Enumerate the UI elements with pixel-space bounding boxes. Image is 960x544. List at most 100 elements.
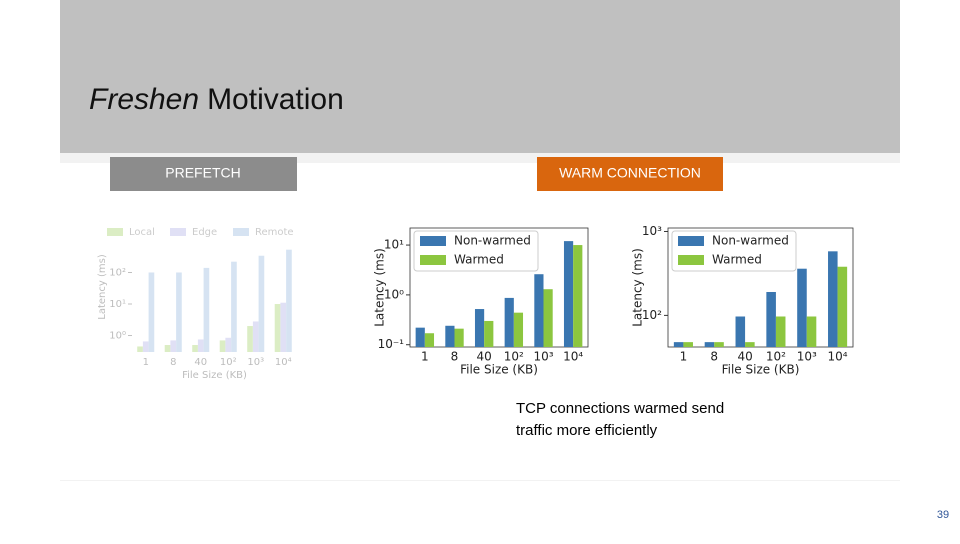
- legend-label: Local: [129, 227, 155, 238]
- chart: 10⁻¹ 10⁰ 10¹ 1 8 40 10² 10³ 10⁴ File Size (KB) Lat…: [373, 227, 589, 377]
- title-italic: Freshen: [89, 83, 199, 116]
- bar: [164, 345, 171, 352]
- label-box: [110, 157, 297, 191]
- bar: [197, 339, 204, 352]
- bar: [137, 346, 143, 352]
- legend-swatch: [420, 236, 446, 246]
- x-tick-label: 8: [170, 357, 176, 368]
- legend-label: Warmed: [712, 253, 762, 267]
- bar: [673, 342, 684, 347]
- legend-swatch: [233, 228, 249, 236]
- x-tick-label: 1: [421, 350, 429, 364]
- bar: [775, 316, 786, 347]
- bar: [247, 326, 253, 352]
- x-tick-label: 1: [143, 357, 149, 368]
- x-tick-label: 1: [680, 350, 688, 364]
- bar: [828, 251, 838, 347]
- bar: [563, 241, 574, 347]
- bar: [192, 345, 198, 352]
- legend-label: Edge: [192, 227, 217, 238]
- bar: [454, 328, 464, 347]
- legend-swatch: [107, 228, 123, 236]
- x-tick-label: 10³: [247, 357, 264, 368]
- bar: [280, 302, 287, 352]
- caption: traffic more efficiently: [516, 422, 658, 439]
- legend-swatch: [678, 255, 704, 265]
- bar: [704, 342, 715, 347]
- x-axis-label: File Size (KB): [460, 363, 538, 377]
- bar: [148, 272, 155, 352]
- bar: [534, 274, 544, 347]
- x-tick-label: 10⁴: [828, 350, 848, 364]
- y-axis-label: Latency (ms): [373, 248, 387, 327]
- x-axis-label: File Size (KB): [722, 363, 800, 377]
- y-tick-label: 10¹: [109, 299, 126, 310]
- plot-frame: [409, 227, 589, 348]
- y-tick-label: 10³: [642, 224, 662, 238]
- x-tick-label: 40: [737, 350, 752, 364]
- x-tick-label: 10⁴: [563, 350, 583, 364]
- slide-title: Freshen Motivation: [89, 83, 344, 116]
- bar: [203, 267, 210, 352]
- bar: [219, 340, 226, 352]
- legend-label: Warmed: [454, 253, 504, 267]
- y-axis-label: Latency (ms): [97, 254, 108, 320]
- y-tick-label: 10⁰: [109, 331, 126, 342]
- x-tick-label: 10³: [533, 350, 553, 364]
- legend-label: Non-warmed: [454, 234, 531, 248]
- bar: [142, 341, 149, 352]
- legend-swatch: [170, 228, 186, 236]
- x-tick-label: 8: [451, 350, 459, 364]
- x-tick-label: 40: [477, 350, 492, 364]
- caption: TCP connections warmed send: [516, 400, 724, 417]
- bar: [735, 316, 746, 347]
- chart: 10² 10³ 1 8 40 10² 10³ 10⁴ File Size (KB) Latency…: [631, 224, 854, 377]
- bar: [745, 342, 755, 347]
- bar: [484, 320, 494, 347]
- bar: [258, 255, 265, 352]
- x-tick-label: 10⁴: [275, 357, 292, 368]
- bar: [837, 266, 848, 347]
- title-rest: Motivation: [207, 83, 344, 116]
- bar: [274, 304, 281, 352]
- bar: [445, 325, 455, 347]
- section-label: PREFETCH: [165, 165, 240, 181]
- label-box: [537, 157, 723, 191]
- y-axis-label: Latency (ms): [631, 248, 645, 327]
- bar: [474, 309, 485, 347]
- y-tick-label: 10²: [642, 308, 662, 322]
- page-number: 39: [937, 509, 949, 521]
- y-tick-label: 10⁻¹: [378, 337, 405, 351]
- chart: 10⁰ 10¹ 10² 1 8 40 10² 10³ 10⁴ File Size (KB) Late…: [97, 227, 294, 381]
- legend-label: Non-warmed: [712, 234, 789, 248]
- x-tick-label: 8: [710, 350, 718, 364]
- y-tick-label: 10²: [109, 267, 126, 278]
- bar: [797, 268, 807, 347]
- bar: [225, 337, 232, 352]
- bar: [513, 312, 524, 347]
- bar: [714, 342, 724, 347]
- bar: [176, 272, 182, 352]
- bar: [231, 261, 237, 352]
- x-tick-label: 40: [194, 357, 207, 368]
- header-band: [60, 0, 900, 153]
- bar: [504, 297, 514, 347]
- x-tick-label: 10²: [220, 357, 237, 368]
- x-tick-label: 10²: [766, 350, 786, 364]
- bar: [424, 333, 435, 347]
- bar: [286, 249, 292, 352]
- bar: [573, 245, 583, 347]
- bar: [415, 327, 425, 347]
- bar: [806, 316, 817, 347]
- plot-frame: [667, 227, 854, 348]
- bar: [766, 291, 776, 347]
- x-tick-label: 10³: [797, 350, 817, 364]
- x-tick-label: 10²: [504, 350, 524, 364]
- x-axis-label: File Size (KB): [182, 370, 247, 381]
- bar: [252, 321, 259, 352]
- bar: [543, 289, 553, 347]
- bar: [683, 342, 693, 347]
